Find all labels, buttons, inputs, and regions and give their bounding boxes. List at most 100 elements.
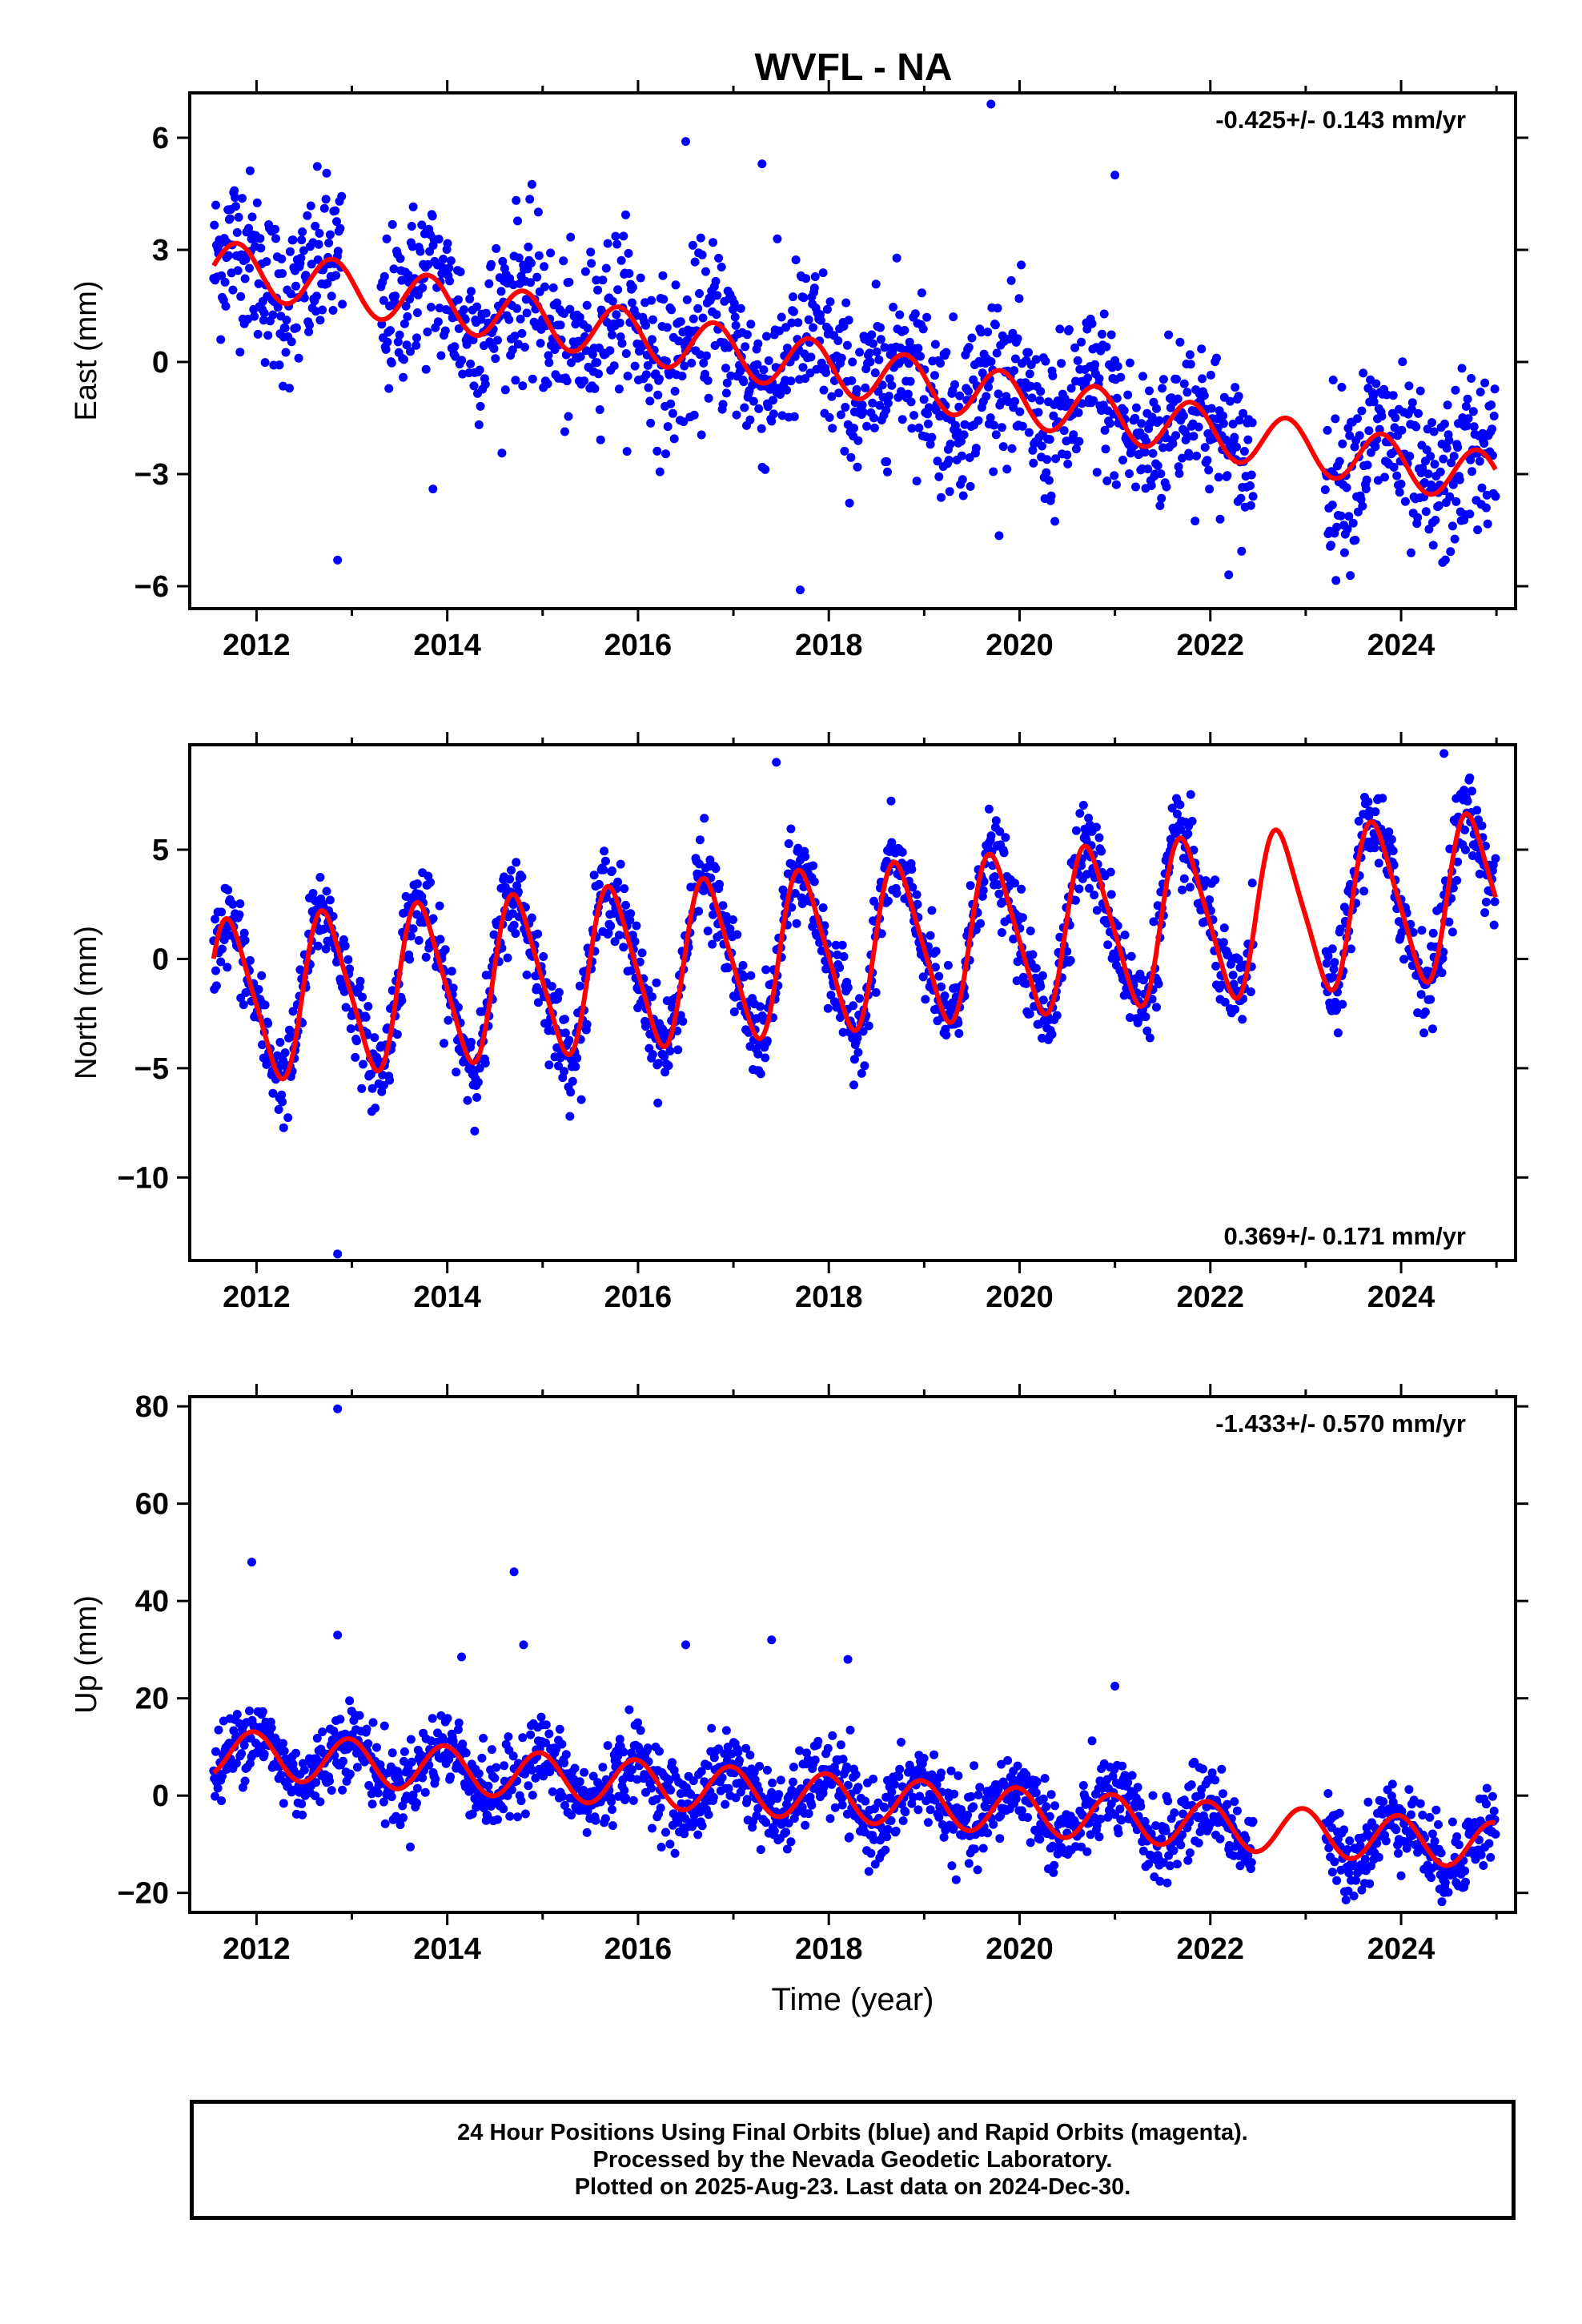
data-point xyxy=(1457,364,1467,373)
data-point xyxy=(263,1019,273,1028)
x-tick-label: 2016 xyxy=(604,629,673,662)
data-point xyxy=(1356,495,1366,505)
data-point xyxy=(423,328,432,336)
data-point xyxy=(818,268,828,278)
data-point xyxy=(884,392,893,401)
data-point xyxy=(448,983,458,993)
data-point xyxy=(870,368,880,378)
data-point xyxy=(1038,995,1048,1005)
data-point xyxy=(220,277,230,287)
data-point xyxy=(986,831,996,841)
data-point xyxy=(976,919,986,928)
data-point xyxy=(1141,1012,1150,1022)
data-point xyxy=(1010,366,1019,376)
data-point xyxy=(823,1743,833,1753)
data-point xyxy=(983,328,993,337)
data-point xyxy=(918,324,928,334)
data-point xyxy=(1355,1841,1365,1850)
data-point xyxy=(643,1743,652,1753)
data-point xyxy=(1149,917,1158,927)
data-point xyxy=(1173,394,1182,404)
data-point xyxy=(689,1776,698,1786)
data-point xyxy=(247,212,257,222)
data-point xyxy=(746,320,756,329)
data-point xyxy=(444,263,454,273)
data-point xyxy=(401,891,411,901)
data-point xyxy=(1012,976,1022,986)
data-point xyxy=(789,412,799,421)
data-point xyxy=(544,351,553,360)
data-point xyxy=(954,402,964,412)
data-point xyxy=(1426,452,1435,461)
data-point xyxy=(1010,396,1019,406)
data-point xyxy=(469,381,479,391)
data-point xyxy=(615,1735,624,1744)
data-point xyxy=(839,321,849,331)
data-point xyxy=(599,865,608,875)
data-point xyxy=(1131,482,1140,492)
data-point xyxy=(876,323,885,332)
data-point xyxy=(1445,492,1455,501)
data-point xyxy=(1228,420,1238,428)
data-point xyxy=(869,413,878,423)
data-point xyxy=(364,1781,374,1790)
data-point xyxy=(1185,883,1195,892)
data-point xyxy=(989,1819,998,1829)
data-point xyxy=(370,1033,379,1043)
data-point xyxy=(1185,452,1195,461)
data-point xyxy=(1364,426,1374,436)
data-point xyxy=(582,300,592,310)
data-point xyxy=(1050,1860,1059,1870)
data-point xyxy=(643,360,652,370)
data-point xyxy=(919,395,929,404)
data-point xyxy=(655,374,664,384)
panel-frame xyxy=(188,91,1517,610)
data-point xyxy=(974,1790,983,1799)
data-point xyxy=(1198,374,1207,384)
data-point xyxy=(1125,358,1134,368)
data-point xyxy=(323,279,332,288)
data-point xyxy=(845,1725,855,1735)
data-point xyxy=(223,963,232,972)
data-point xyxy=(211,1791,220,1801)
data-point xyxy=(472,1092,482,1102)
data-point xyxy=(546,248,556,258)
data-point xyxy=(818,903,828,912)
data-point xyxy=(827,1779,837,1789)
data-point xyxy=(1010,354,1020,364)
data-point xyxy=(1407,548,1415,557)
data-point xyxy=(693,304,703,313)
data-point xyxy=(598,1763,608,1772)
data-point xyxy=(732,410,741,420)
data-point xyxy=(560,1067,569,1076)
data-point xyxy=(228,285,238,295)
data-point xyxy=(460,305,468,315)
data-point xyxy=(958,491,968,501)
data-point xyxy=(755,1762,764,1771)
data-point xyxy=(1148,448,1158,458)
data-point xyxy=(655,1747,664,1756)
data-point xyxy=(517,328,527,338)
data-point xyxy=(713,291,722,300)
data-point xyxy=(472,302,482,312)
data-point xyxy=(1388,391,1398,400)
data-point xyxy=(479,1734,488,1743)
data-point xyxy=(1357,1885,1367,1895)
rate-annotation: 0.369+/- 0.171 mm/yr xyxy=(1224,1222,1466,1250)
data-point xyxy=(729,915,737,924)
data-point xyxy=(1174,468,1184,478)
data-point xyxy=(620,884,629,894)
data-point xyxy=(279,1123,288,1132)
data-point xyxy=(575,981,584,991)
data-point xyxy=(970,1844,979,1854)
data-point xyxy=(1023,1813,1033,1822)
data-point xyxy=(838,1755,848,1764)
data-point xyxy=(1489,920,1499,930)
data-point xyxy=(845,1832,854,1842)
data-point xyxy=(570,1763,580,1773)
data-point xyxy=(280,324,290,333)
data-point xyxy=(1480,378,1490,388)
data-point xyxy=(1091,822,1101,832)
data-point xyxy=(259,1749,269,1759)
